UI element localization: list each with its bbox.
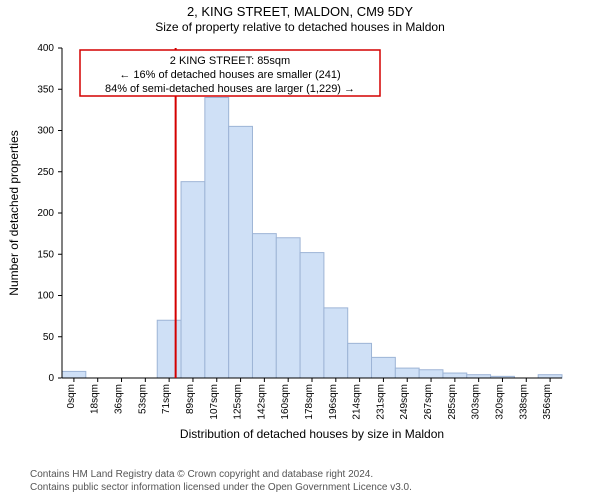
svg-text:300: 300 <box>37 126 54 137</box>
svg-text:36sqm: 36sqm <box>114 384 125 414</box>
svg-text:214sqm: 214sqm <box>352 384 363 420</box>
svg-text:Distribution of detached house: Distribution of detached houses by size … <box>180 427 444 441</box>
svg-text:356sqm: 356sqm <box>542 384 553 420</box>
svg-text:160sqm: 160sqm <box>280 384 291 420</box>
svg-text:267sqm: 267sqm <box>423 384 434 420</box>
svg-text:150: 150 <box>37 249 54 260</box>
footer-line-2: Contains public sector information licen… <box>30 482 412 495</box>
svg-text:250: 250 <box>37 167 54 178</box>
svg-text:0: 0 <box>48 373 54 384</box>
svg-text:18sqm: 18sqm <box>90 384 101 414</box>
svg-text:200: 200 <box>37 208 54 219</box>
svg-text:400: 400 <box>37 43 54 54</box>
svg-text:89sqm: 89sqm <box>185 384 196 414</box>
svg-text:71sqm: 71sqm <box>161 384 172 414</box>
chart-container: 2, KING STREET, MALDON, CM9 5DY Size of … <box>0 0 600 500</box>
svg-text:125sqm: 125sqm <box>233 384 244 420</box>
footer-line-1: Contains HM Land Registry data © Crown c… <box>30 469 412 482</box>
svg-text:231sqm: 231sqm <box>375 384 386 420</box>
svg-text:249sqm: 249sqm <box>399 384 410 420</box>
svg-text:2 KING STREET: 85sqm: 2 KING STREET: 85sqm <box>170 55 290 67</box>
svg-text:53sqm: 53sqm <box>137 384 148 414</box>
svg-text:50: 50 <box>43 332 55 343</box>
svg-text:303sqm: 303sqm <box>471 384 482 420</box>
footer-text: Contains HM Land Registry data © Crown c… <box>30 469 412 494</box>
svg-text:107sqm: 107sqm <box>209 384 220 420</box>
svg-text:350: 350 <box>37 84 54 95</box>
svg-text:142sqm: 142sqm <box>256 384 267 420</box>
svg-text:Number of detached properties: Number of detached properties <box>7 130 21 295</box>
chart-title: 2, KING STREET, MALDON, CM9 5DY <box>0 0 600 19</box>
svg-text:84% of semi-detached houses ar: 84% of semi-detached houses are larger (… <box>105 83 355 95</box>
svg-text:100: 100 <box>37 291 54 302</box>
svg-text:196sqm: 196sqm <box>328 384 339 420</box>
svg-text:338sqm: 338sqm <box>518 384 529 420</box>
chart-subtitle: Size of property relative to detached ho… <box>0 19 600 34</box>
svg-text:0sqm: 0sqm <box>66 384 77 408</box>
histogram-svg: 0 50 100 150 200 250 300 350 400 0sqm 18sqm 36sqm 53… <box>0 36 600 476</box>
svg-text:← 16% of detached houses are s: ← 16% of detached houses are smaller (24… <box>119 69 340 81</box>
svg-text:285sqm: 285sqm <box>447 384 458 420</box>
svg-text:178sqm: 178sqm <box>304 384 315 420</box>
svg-text:320sqm: 320sqm <box>494 384 505 420</box>
